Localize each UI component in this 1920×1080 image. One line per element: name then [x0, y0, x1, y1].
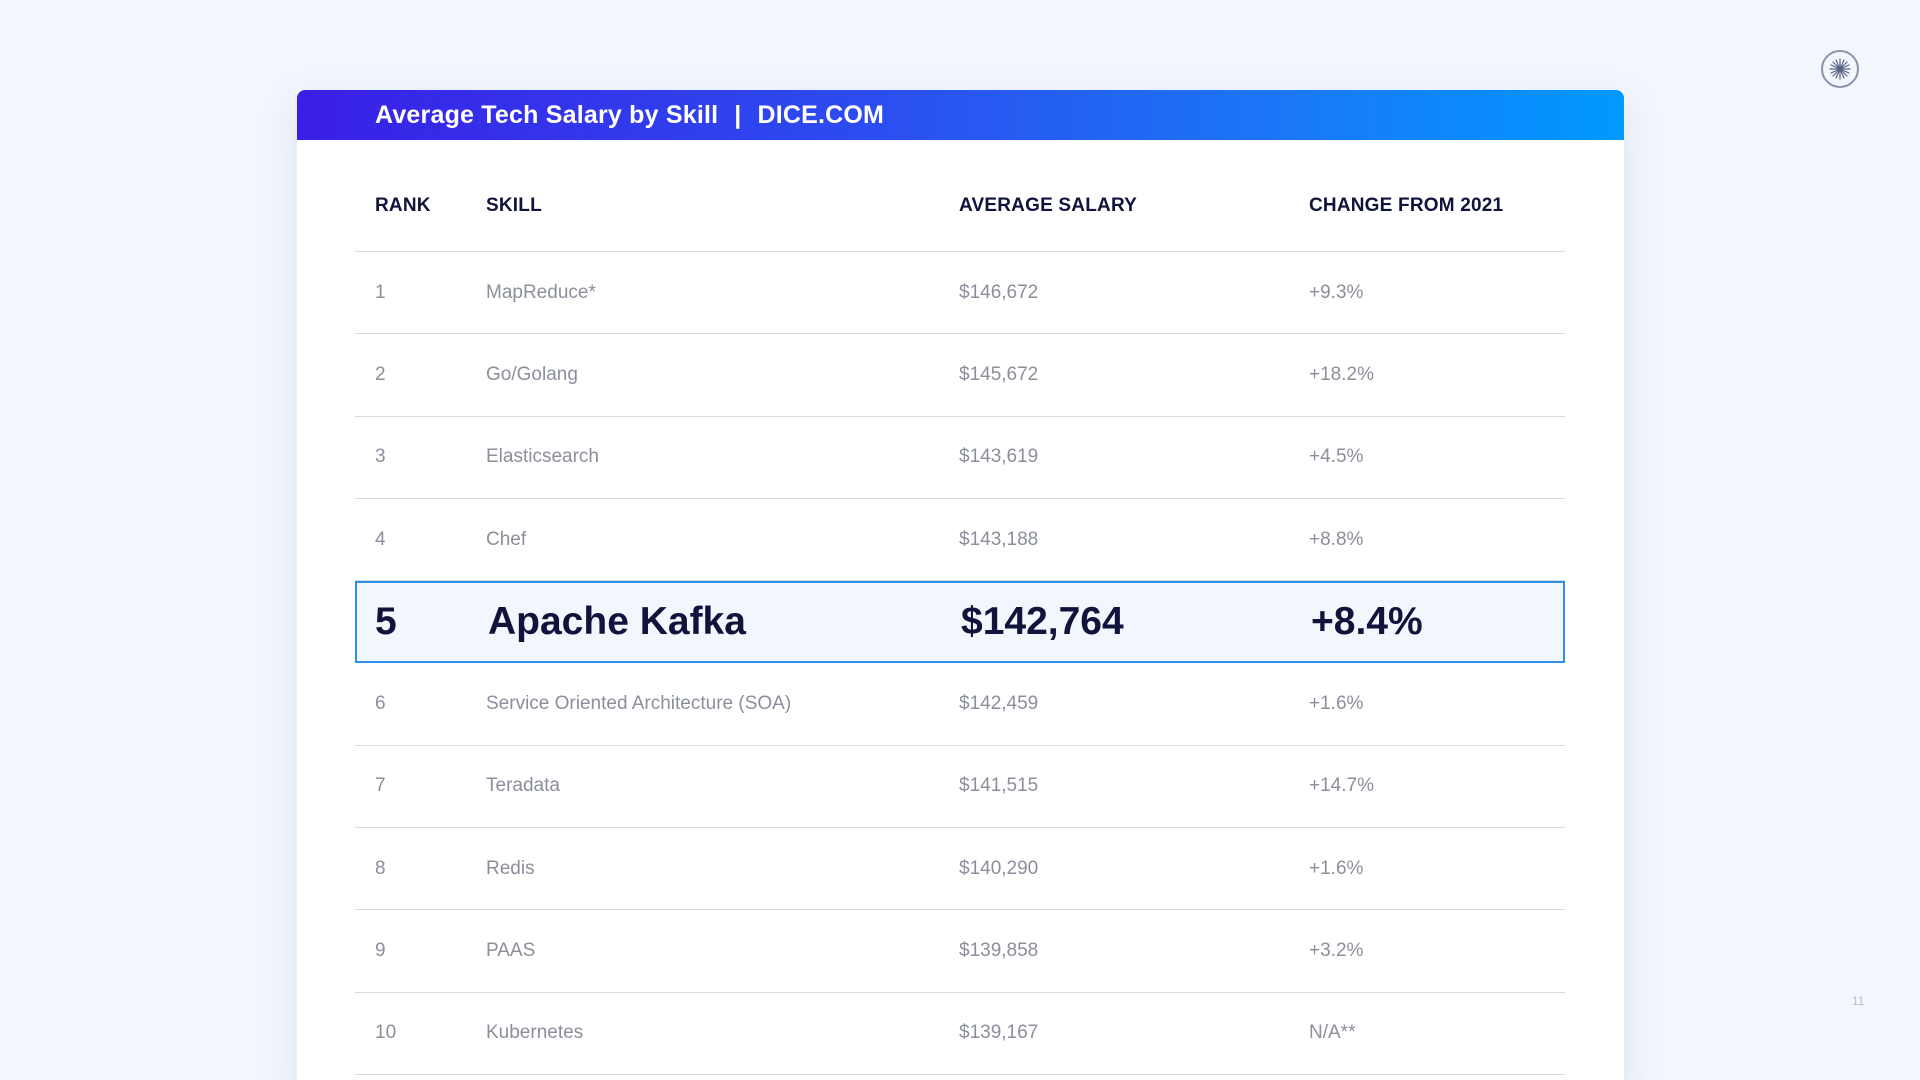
- table-row: 7 Teradata $141,515 +14.7%: [355, 746, 1565, 829]
- skill-cell: Teradata: [486, 775, 560, 797]
- change-cell: +18.2%: [1309, 363, 1374, 385]
- title-banner: Average Tech Salary by Skill | DICE.COM: [297, 90, 1624, 140]
- salary-cell: $143,619: [959, 446, 1039, 468]
- change-cell: N/A**: [1309, 1022, 1356, 1044]
- salary-cell: $140,290: [959, 857, 1039, 879]
- skill-cell: Elasticsearch: [486, 446, 599, 468]
- rank-cell: 7: [375, 775, 386, 797]
- rank-cell: 10: [375, 1022, 397, 1044]
- highlighted-row: 5 Apache Kafka $142,764 +8.4%: [355, 581, 1565, 664]
- table-row: 9 PAAS $139,858 +3.2%: [355, 910, 1565, 993]
- skill-cell: Kubernetes: [486, 1022, 584, 1044]
- skill-cell: Redis: [486, 857, 535, 879]
- change-cell: +1.6%: [1309, 693, 1364, 715]
- salary-cell: $142,764: [961, 600, 1124, 644]
- banner-source: DICE.COM: [757, 100, 885, 129]
- page-number: 11: [1852, 994, 1865, 1008]
- rank-cell: 9: [375, 940, 386, 962]
- change-cell: +8.4%: [1311, 600, 1423, 644]
- change-cell: +8.8%: [1309, 528, 1364, 550]
- table-row: 3 Elasticsearch $143,619 +4.5%: [355, 417, 1565, 499]
- table-row: 1 MapReduce* $146,672 +9.3%: [355, 252, 1565, 335]
- banner-title: Average Tech Salary by Skill: [375, 100, 719, 129]
- rank-cell: 8: [375, 857, 386, 879]
- change-cell: +4.5%: [1309, 446, 1364, 468]
- rank-cell: 2: [375, 363, 386, 385]
- salary-cell: $139,167: [959, 1022, 1039, 1044]
- change-cell: +3.2%: [1309, 940, 1364, 962]
- salary-cell: $143,188: [959, 528, 1039, 550]
- change-cell: +1.6%: [1309, 857, 1364, 879]
- rank-cell: 4: [375, 528, 386, 550]
- change-cell: +9.3%: [1309, 281, 1364, 303]
- header-rank: RANK: [375, 194, 431, 216]
- skill-cell: MapReduce*: [486, 281, 596, 303]
- skill-cell: PAAS: [486, 940, 536, 962]
- skill-cell: Chef: [486, 528, 527, 550]
- table-row: 2 Go/Golang $145,672 +18.2%: [355, 334, 1565, 417]
- salary-table: RANK SKILL AVERAGE SALARY CHANGE FROM 20…: [355, 160, 1565, 1075]
- rank-cell: 1: [375, 281, 386, 303]
- header-salary: AVERAGE SALARY: [959, 194, 1138, 216]
- salary-cell: $146,672: [959, 281, 1039, 303]
- table-row: 6 Service Oriented Architecture (SOA) $1…: [355, 663, 1565, 746]
- rank-cell: 6: [375, 693, 386, 715]
- table-row: 4 Chef $143,188 +8.8%: [355, 499, 1565, 582]
- rank-cell: 5: [375, 600, 397, 644]
- banner-separator: |: [734, 100, 742, 129]
- table-row: 8 Redis $140,290 +1.6%: [355, 828, 1565, 911]
- change-cell: +14.7%: [1309, 775, 1374, 797]
- table-row: 10 Kubernetes $139,167 N/A**: [355, 993, 1565, 1075]
- rank-cell: 3: [375, 446, 386, 468]
- salary-cell: $139,858: [959, 940, 1039, 962]
- header-change: CHANGE FROM 2021: [1309, 194, 1504, 216]
- header-skill: SKILL: [486, 194, 542, 216]
- salary-cell: $145,672: [959, 363, 1039, 385]
- skill-cell: Service Oriented Architecture (SOA): [486, 693, 792, 715]
- salary-cell: $142,459: [959, 693, 1039, 715]
- salary-table-card: Average Tech Salary by Skill | DICE.COM …: [297, 90, 1624, 1080]
- table-header: RANK SKILL AVERAGE SALARY CHANGE FROM 20…: [355, 160, 1565, 252]
- skill-cell: Go/Golang: [486, 363, 578, 385]
- starburst-icon: [1821, 50, 1859, 88]
- skill-cell: Apache Kafka: [488, 600, 746, 644]
- salary-cell: $141,515: [959, 775, 1039, 797]
